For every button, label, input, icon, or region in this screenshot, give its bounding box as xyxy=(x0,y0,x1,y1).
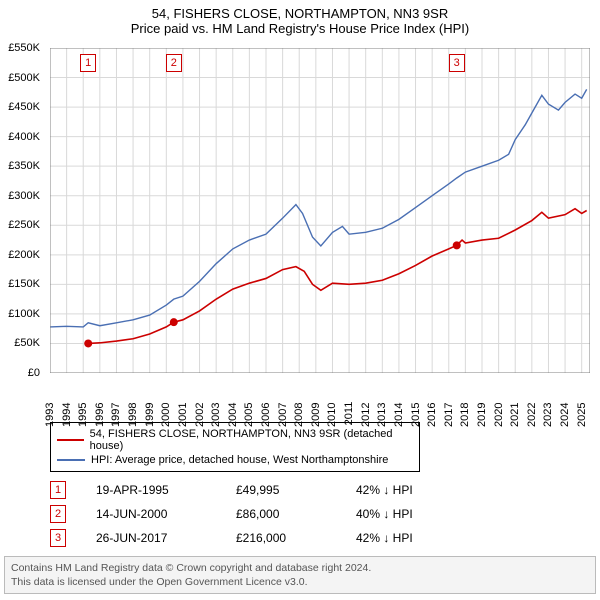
x-tick-label: 2024 xyxy=(559,402,571,426)
x-tick-label: 2019 xyxy=(476,402,488,426)
x-tick-label: 1993 xyxy=(44,402,56,426)
y-tick-label: £50K xyxy=(14,337,40,349)
footer-attribution: Contains HM Land Registry data © Crown c… xyxy=(4,556,596,594)
x-tick-label: 2021 xyxy=(509,402,521,426)
chart-area: £0 £50K £100K £150K £200K £250K £300K £350K £400… xyxy=(0,38,600,418)
sales-marker-3: 3 xyxy=(50,529,66,547)
x-tick-label: 1994 xyxy=(61,402,73,426)
sale-dot-2 xyxy=(170,318,178,326)
y-tick-label: £400K xyxy=(8,131,40,143)
sales-table: 1 19-APR-1995 £49,995 42% ↓ HPI 2 14-JUN… xyxy=(50,478,590,550)
x-tick-label: 2012 xyxy=(360,402,372,426)
legend-swatch-hpi xyxy=(57,459,85,461)
sale-marker-box-3: 3 xyxy=(449,54,465,72)
y-tick-label: £250K xyxy=(8,219,40,231)
x-tick-label: 2000 xyxy=(160,402,172,426)
x-tick-label: 2013 xyxy=(376,402,388,426)
y-tick-label: £300K xyxy=(8,190,40,202)
x-tick-label: 2007 xyxy=(277,402,289,426)
sales-date-2: 14-JUN-2000 xyxy=(96,507,206,521)
y-tick-label: £150K xyxy=(8,278,40,290)
x-tick-label: 2022 xyxy=(526,402,538,426)
y-tick-label: £450K xyxy=(8,101,40,113)
legend-box: 54, FISHERS CLOSE, NORTHAMPTON, NN3 9SR … xyxy=(50,422,420,472)
legend-row-hpi: HPI: Average price, detached house, West… xyxy=(57,453,413,467)
x-tick-label: 2011 xyxy=(343,402,355,426)
x-tick-label: 2025 xyxy=(576,402,588,426)
title-line1: 54, FISHERS CLOSE, NORTHAMPTON, NN3 9SR xyxy=(0,6,600,21)
x-tick-label: 2005 xyxy=(243,402,255,426)
x-tick-label: 2008 xyxy=(293,402,305,426)
plot-svg xyxy=(50,48,590,373)
y-tick-label: £200K xyxy=(8,249,40,261)
legend-row-property: 54, FISHERS CLOSE, NORTHAMPTON, NN3 9SR … xyxy=(57,427,413,453)
footer-line1: Contains HM Land Registry data © Crown c… xyxy=(11,561,589,575)
sales-delta-3: 42% ↓ HPI xyxy=(356,531,456,545)
x-tick-label: 2001 xyxy=(177,402,189,426)
x-tick-label: 1998 xyxy=(127,402,139,426)
sales-delta-1: 42% ↓ HPI xyxy=(356,483,456,497)
title-line2: Price paid vs. HM Land Registry's House … xyxy=(0,21,600,36)
x-tick-label: 2017 xyxy=(443,402,455,426)
y-tick-label: £350K xyxy=(8,160,40,172)
x-tick-label: 2015 xyxy=(410,402,422,426)
x-tick-label: 2014 xyxy=(393,402,405,426)
sale-marker-box-2: 2 xyxy=(166,54,182,72)
sales-row-1: 1 19-APR-1995 £49,995 42% ↓ HPI xyxy=(50,478,590,502)
x-tick-label: 2004 xyxy=(227,402,239,426)
x-tick-label: 2023 xyxy=(542,402,554,426)
x-tick-label: 2006 xyxy=(260,402,272,426)
legend-swatch-property xyxy=(57,439,84,441)
sales-date-3: 26-JUN-2017 xyxy=(96,531,206,545)
sale-marker-box-1: 1 xyxy=(80,54,96,72)
sales-price-1: £49,995 xyxy=(236,483,326,497)
y-tick-label: £550K xyxy=(8,42,40,54)
footer-line2: This data is licensed under the Open Gov… xyxy=(11,575,589,589)
x-tick-label: 2020 xyxy=(493,402,505,426)
x-tick-label: 2009 xyxy=(310,402,322,426)
x-tick-label: 1995 xyxy=(77,402,89,426)
x-tick-label: 2010 xyxy=(326,402,338,426)
sales-marker-1: 1 xyxy=(50,481,66,499)
sales-price-2: £86,000 xyxy=(236,507,326,521)
y-tick-label: £100K xyxy=(8,308,40,320)
x-tick-label: 2002 xyxy=(194,402,206,426)
series-hpi xyxy=(50,89,587,327)
legend-label-property: 54, FISHERS CLOSE, NORTHAMPTON, NN3 9SR … xyxy=(90,428,413,452)
sales-marker-2: 2 xyxy=(50,505,66,523)
sale-dot-3 xyxy=(453,241,461,249)
title-block: 54, FISHERS CLOSE, NORTHAMPTON, NN3 9SR … xyxy=(0,0,600,38)
sales-price-3: £216,000 xyxy=(236,531,326,545)
sales-row-3: 3 26-JUN-2017 £216,000 42% ↓ HPI xyxy=(50,526,590,550)
x-tick-label: 2003 xyxy=(210,402,222,426)
x-tick-label: 1999 xyxy=(144,402,156,426)
chart-container: 54, FISHERS CLOSE, NORTHAMPTON, NN3 9SR … xyxy=(0,0,600,594)
sale-dot-1 xyxy=(84,339,92,347)
legend-label-hpi: HPI: Average price, detached house, West… xyxy=(91,454,388,466)
y-tick-label: £0 xyxy=(28,367,40,379)
x-tick-label: 2016 xyxy=(426,402,438,426)
y-tick-label: £500K xyxy=(8,72,40,84)
x-tick-label: 2018 xyxy=(459,402,471,426)
sales-delta-2: 40% ↓ HPI xyxy=(356,507,456,521)
x-tick-label: 1996 xyxy=(94,402,106,426)
x-tick-label: 1997 xyxy=(110,402,122,426)
sales-date-1: 19-APR-1995 xyxy=(96,483,206,497)
sales-row-2: 2 14-JUN-2000 £86,000 40% ↓ HPI xyxy=(50,502,590,526)
